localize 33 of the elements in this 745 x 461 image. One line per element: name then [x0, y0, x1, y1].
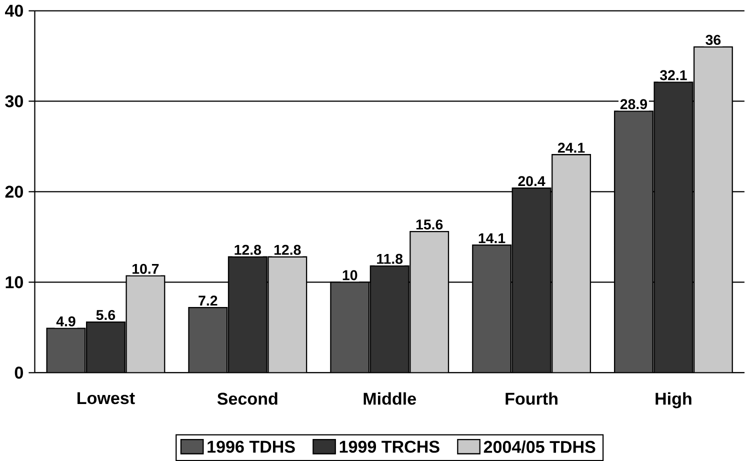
- data-label: 36: [706, 34, 721, 45]
- y-tick-label: 10: [6, 276, 23, 288]
- data-label: 28.9: [620, 99, 648, 110]
- bar: [46, 328, 86, 373]
- x-tick-label: Fourth: [506, 392, 558, 405]
- data-label: 10.7: [132, 264, 159, 274]
- bar: [330, 282, 370, 373]
- data-label: 4.9: [56, 316, 76, 326]
- y-tick-label: 40: [5, 4, 23, 17]
- x-tick-label: Middle: [364, 392, 416, 405]
- y-tick-label: 30: [5, 95, 23, 108]
- data-label: 10: [342, 270, 358, 280]
- data-label: 12.8: [234, 244, 262, 255]
- y-tick-label: 20: [5, 186, 23, 198]
- data-label: 32.1: [660, 70, 687, 80]
- bar: [188, 306, 228, 373]
- legend-label: 2004/05 TDHS: [484, 440, 596, 454]
- bar: [614, 110, 654, 373]
- y-tick-label: 0: [14, 366, 23, 379]
- data-label: 11.8: [377, 254, 403, 264]
- data-label: 14.1: [478, 233, 506, 244]
- data-label: 12.8: [274, 244, 301, 255]
- x-tick-label: High: [656, 392, 692, 408]
- bar: [472, 244, 512, 373]
- data-label: 15.6: [416, 219, 443, 230]
- legend-label: 1996 TDHS: [208, 440, 295, 453]
- data-label: 20.4: [518, 176, 546, 186]
- data-label: 24.1: [558, 142, 585, 153]
- x-tick-label: Second: [217, 392, 278, 405]
- legend-label: 1999 TRCHS: [340, 440, 440, 453]
- x-tick-label: Lowest: [78, 392, 135, 404]
- data-label: 7.2: [198, 296, 218, 306]
- data-label: 5.6: [96, 310, 116, 320]
